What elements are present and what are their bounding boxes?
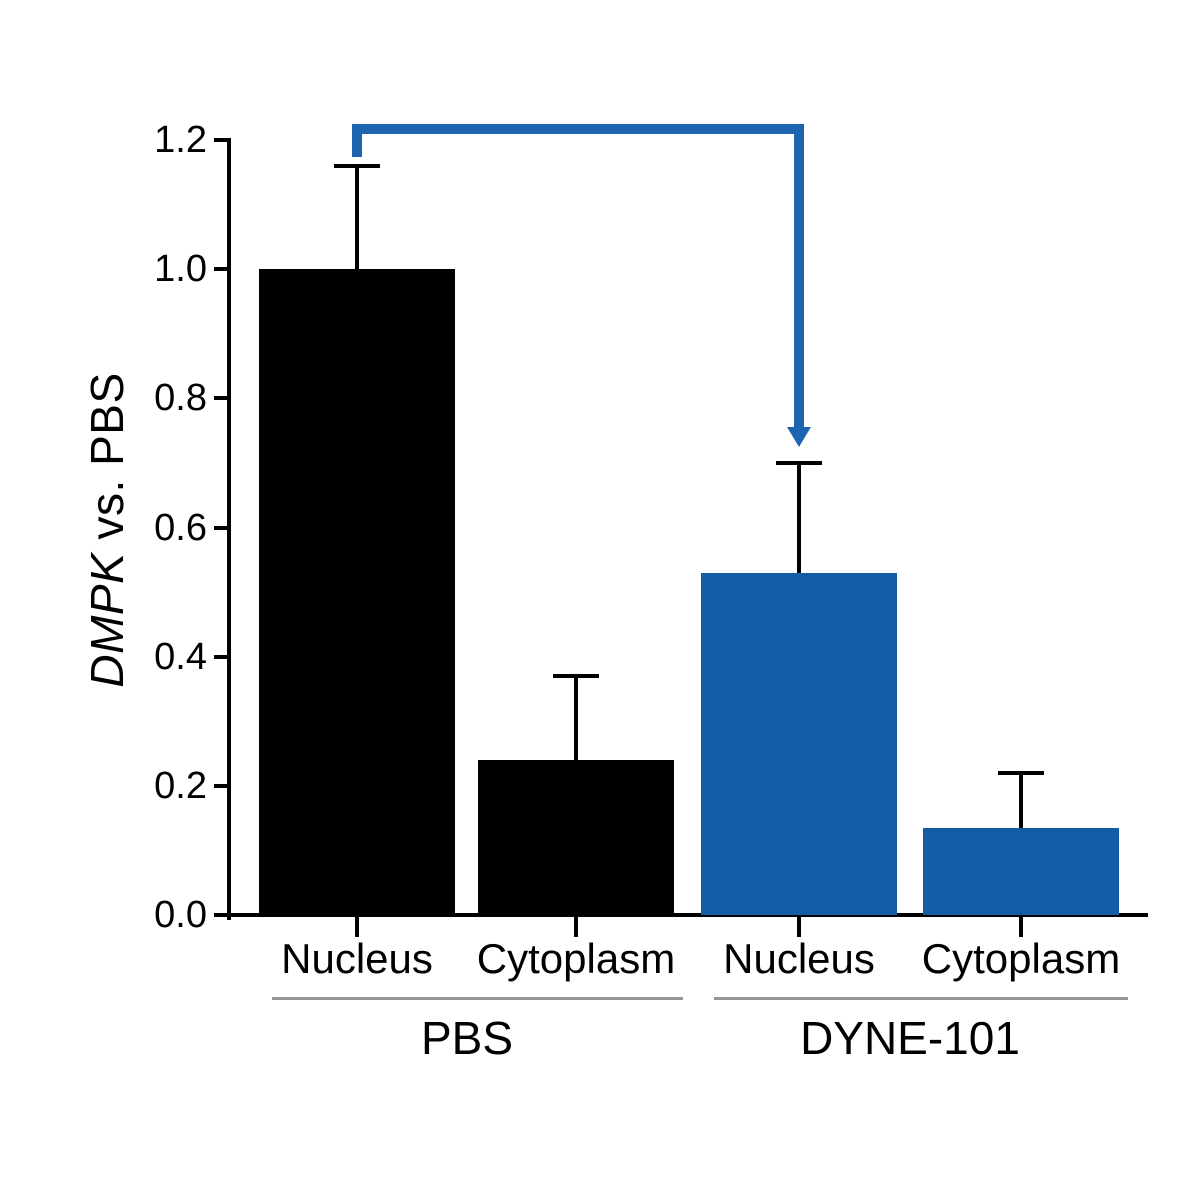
- y-axis-tick: [214, 784, 227, 788]
- category-label-pbs-nucleus: Nucleus: [281, 935, 433, 982]
- y-axis-tick-label: 1.2: [154, 119, 207, 161]
- group-separator-pbs: [272, 997, 683, 1000]
- y-axis-tick: [214, 267, 227, 271]
- error-bar-stem-dyne-101-cytoplasm: [1019, 773, 1023, 828]
- y-axis-tick: [214, 138, 227, 142]
- x-axis-tick-dyne-101-nucleus: [797, 917, 801, 937]
- error-bar-cap-pbs-cytoplasm: [553, 674, 599, 678]
- x-axis-tick-pbs-nucleus: [355, 917, 359, 937]
- group-separator-dyne-101: [714, 997, 1128, 1000]
- y-axis-tick-label: 0.4: [154, 636, 207, 678]
- bar-pbs-cytoplasm: [478, 760, 674, 915]
- bar-pbs-nucleus: [259, 269, 455, 915]
- y-axis-tick: [214, 396, 227, 400]
- group-label-dyne-101: DYNE-101: [800, 1012, 1020, 1064]
- x-axis-tick-pbs-cytoplasm: [574, 917, 578, 937]
- y-axis-tick-label: 0.6: [154, 507, 207, 549]
- category-label-dyne-101-nucleus: Nucleus: [723, 935, 875, 982]
- bar-dyne-101-cytoplasm: [923, 828, 1119, 915]
- y-axis-line: [227, 138, 231, 920]
- significance-bracket-top: [352, 124, 804, 134]
- error-bar-cap-dyne-101-cytoplasm: [998, 771, 1044, 775]
- group-label-pbs: PBS: [420, 1012, 514, 1064]
- significance-arrow-head-icon: [787, 427, 811, 447]
- y-axis-tick-label: 0.0: [154, 894, 207, 936]
- y-axis-tick: [214, 913, 227, 917]
- significance-bracket-left-stub: [352, 124, 362, 157]
- x-axis-tick-dyne-101-cytoplasm: [1019, 917, 1023, 937]
- y-axis-tick-label: 1.0: [154, 248, 207, 290]
- category-label-pbs-cytoplasm: Cytoplasm: [476, 935, 676, 982]
- y-axis-tick: [214, 526, 227, 530]
- significance-arrow-shaft: [794, 124, 804, 429]
- error-bar-stem-pbs-cytoplasm: [574, 676, 578, 760]
- bar-dyne-101-nucleus: [701, 573, 897, 915]
- error-bar-cap-pbs-nucleus: [334, 164, 380, 168]
- error-bar-stem-dyne-101-nucleus: [797, 463, 801, 573]
- error-bar-stem-pbs-nucleus: [355, 166, 359, 269]
- x-axis-line: [227, 913, 1148, 917]
- y-axis-tick-label: 0.2: [154, 765, 207, 807]
- error-bar-cap-dyne-101-nucleus: [776, 461, 822, 465]
- y-axis-tick-label: 0.8: [154, 377, 207, 419]
- y-axis-tick: [214, 655, 227, 659]
- category-label-dyne-101-cytoplasm: Cytoplasm: [921, 935, 1121, 982]
